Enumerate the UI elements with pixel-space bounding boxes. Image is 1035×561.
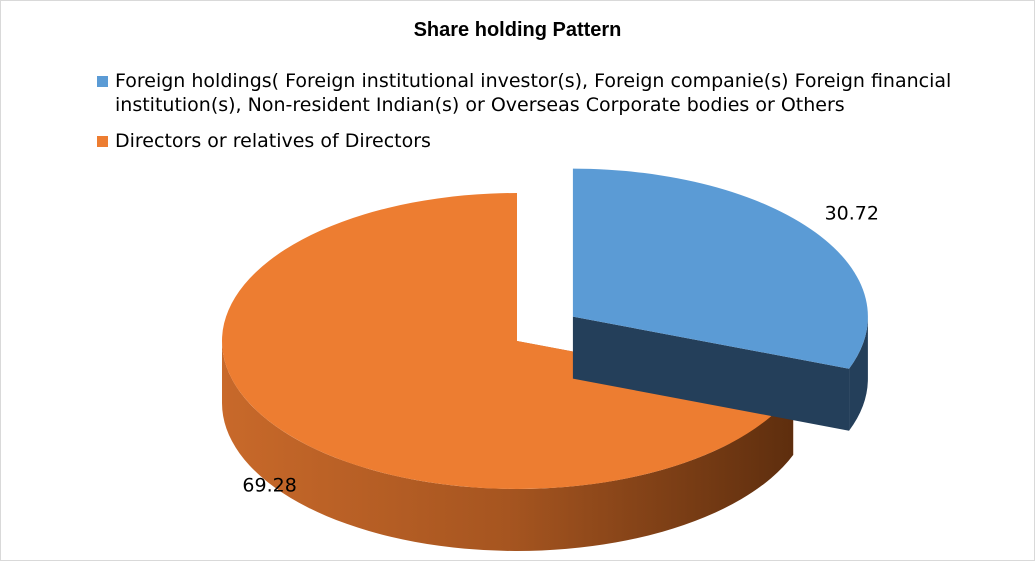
pie-slice-top-directors [221,193,794,489]
legend-entry-directors: Directors or relatives of Directors [97,129,977,153]
legend: Foreign holdings( Foreign institutional … [97,69,977,165]
pie-slice-cut-face-foreign-holdings-1 [572,316,850,431]
pie-slice-side-directors-0 [221,341,794,551]
legend-label-foreign-holdings: Foreign holdings( Foreign institutional … [115,70,952,116]
legend-swatch-directors [97,136,108,147]
pie-slice-top-foreign-holdings [572,168,868,369]
legend-label-directors: Directors or relatives of Directors [115,130,431,152]
data-label-foreign-holdings: 30.72 [825,203,879,225]
pie-slice-side-foreign-holdings-0 [849,316,868,431]
data-label-directors: 69.28 [242,474,296,496]
chart-title: Share holding Pattern [413,19,622,41]
legend-entry-foreign-holdings: Foreign holdings( Foreign institutional … [97,69,977,117]
pie-slice-foreign-holdings [572,168,868,431]
legend-swatch-foreign-holdings [97,76,108,87]
